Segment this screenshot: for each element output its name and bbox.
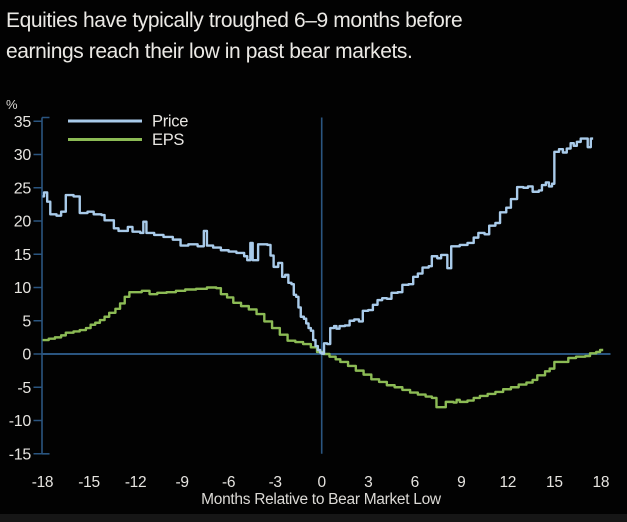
y-tick-label: 35 bbox=[14, 114, 32, 131]
y-tick-label: 5 bbox=[22, 313, 31, 330]
x-tick-label: -3 bbox=[269, 474, 282, 491]
chart-title-line2: earnings reach their low in past bear ma… bbox=[6, 40, 413, 63]
x-tick-label: 9 bbox=[457, 474, 465, 491]
x-axis-title: Months Relative to Bear Market Low bbox=[201, 491, 442, 508]
legend-label-price: Price bbox=[152, 113, 188, 131]
x-tick-label: 6 bbox=[411, 474, 419, 491]
y-tick-label: 30 bbox=[14, 147, 32, 164]
x-tick-label: -18 bbox=[32, 474, 54, 491]
legend-label-eps: EPS bbox=[152, 131, 184, 149]
y-tick-label: 10 bbox=[14, 280, 32, 297]
y-tick-label: 20 bbox=[14, 214, 32, 231]
x-tick-label: 0 bbox=[318, 474, 327, 491]
x-tick-label: -12 bbox=[125, 474, 147, 491]
x-tick-label: 12 bbox=[499, 474, 516, 491]
y-tick-label: 0 bbox=[22, 347, 31, 364]
y-tick-label: 25 bbox=[14, 180, 32, 197]
chart-title-line1: Equities have typically troughed 6–9 mon… bbox=[6, 9, 463, 32]
price-line bbox=[42, 137, 594, 355]
x-tick-label: -6 bbox=[222, 474, 235, 491]
y-axis-unit-label: % bbox=[6, 97, 18, 112]
x-tick-label: 18 bbox=[593, 474, 610, 491]
y-tick-label: 15 bbox=[14, 247, 32, 264]
y-tick-label: -10 bbox=[9, 413, 32, 430]
eps-line bbox=[42, 286, 604, 409]
chart-title: Equities have typically troughed 6–9 mon… bbox=[6, 5, 606, 67]
y-axis bbox=[33, 116, 50, 455]
x-tick-label: 3 bbox=[364, 474, 372, 491]
y-tick-label: -5 bbox=[17, 380, 31, 397]
x-tick-label: -9 bbox=[176, 474, 189, 491]
bottom-border-strip bbox=[0, 514, 627, 522]
y-tick-label: -15 bbox=[9, 446, 32, 463]
x-tick-label: 15 bbox=[546, 474, 563, 491]
x-tick-label: -15 bbox=[78, 474, 100, 491]
